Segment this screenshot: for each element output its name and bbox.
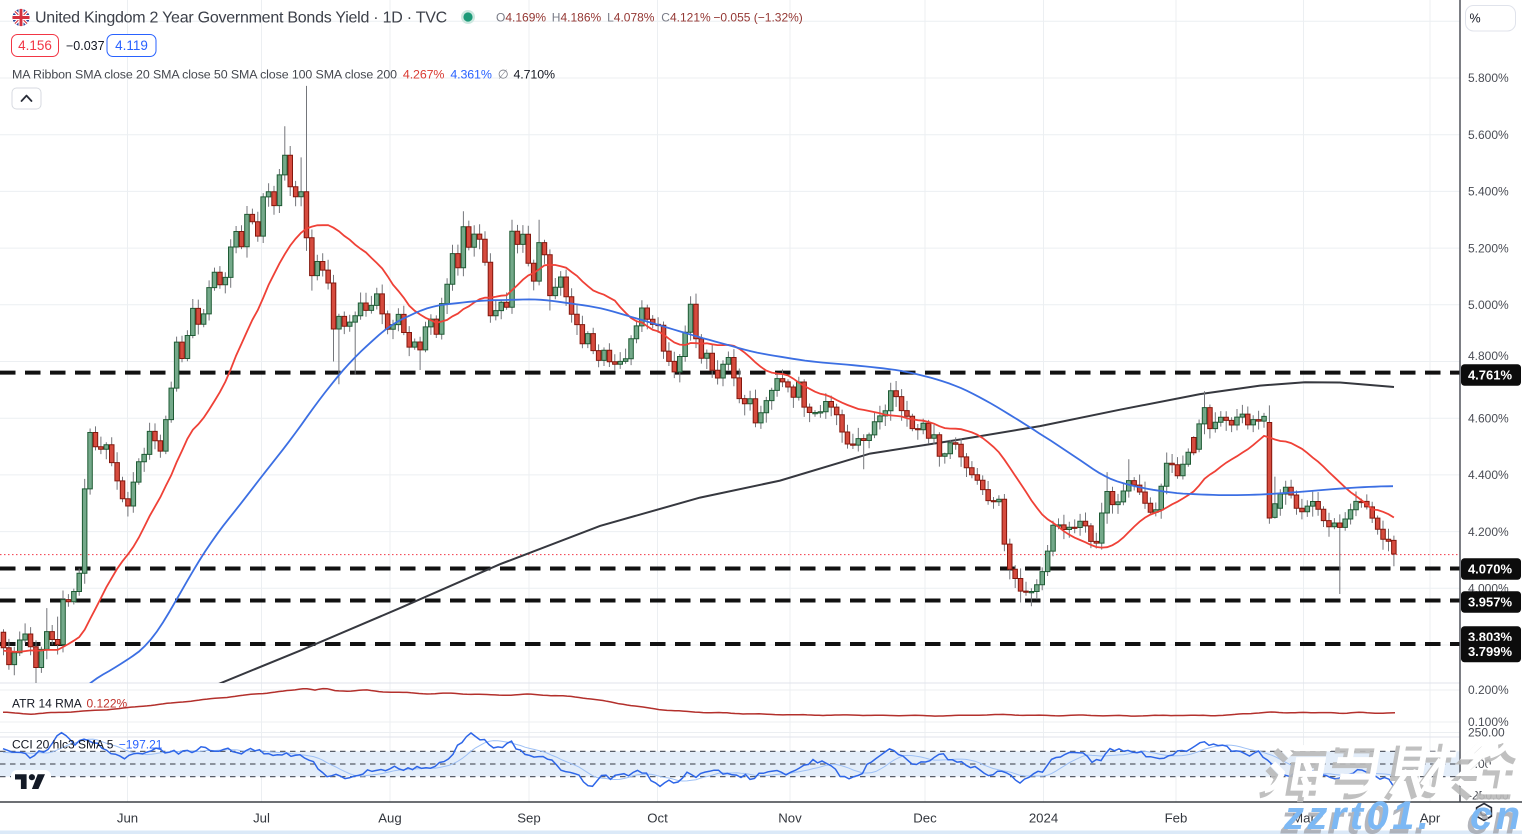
- svg-text:4.400%: 4.400%: [1468, 468, 1509, 482]
- svg-text:Jun: Jun: [117, 811, 138, 826]
- svg-text:4.070%: 4.070%: [1468, 562, 1513, 577]
- svg-text:4.200%: 4.200%: [1468, 525, 1509, 539]
- svg-text:250.00: 250.00: [1468, 726, 1505, 740]
- svg-text:0.200%: 0.200%: [1468, 683, 1509, 697]
- svg-text:4.800%: 4.800%: [1468, 349, 1509, 363]
- svg-text:O4.169%: O4.169%: [496, 11, 546, 25]
- svg-text:Dec: Dec: [913, 811, 937, 826]
- svg-text:5.600%: 5.600%: [1468, 128, 1509, 142]
- svg-text:3.957%: 3.957%: [1468, 595, 1513, 610]
- svg-text:4.761%: 4.761%: [1468, 368, 1513, 383]
- svg-text:5.400%: 5.400%: [1468, 185, 1509, 199]
- svg-text:4.156: 4.156: [18, 38, 52, 53]
- svg-text:Sep: Sep: [517, 811, 540, 826]
- svg-text:Nov: Nov: [778, 811, 802, 826]
- svg-text:Apr: Apr: [1420, 811, 1441, 826]
- svg-text:%: %: [1470, 12, 1481, 26]
- svg-text:0.100%: 0.100%: [1468, 715, 1509, 729]
- svg-text:zzrt01.: zzrt01.: [1283, 794, 1432, 834]
- svg-text:−0.037: −0.037: [66, 39, 105, 53]
- svg-text:Aug: Aug: [378, 811, 401, 826]
- svg-text:Oct: Oct: [647, 811, 668, 826]
- svg-text:cn: cn: [1467, 799, 1520, 834]
- svg-text:zzrt01.: zzrt01.: [1280, 799, 1429, 834]
- svg-text:L4.078%: L4.078%: [607, 11, 655, 25]
- svg-text:ATR 14 RMA 0.122%: ATR 14 RMA 0.122%: [12, 697, 127, 711]
- svg-text:−0.055 (−1.32%): −0.055 (−1.32%): [713, 11, 802, 25]
- svg-text:5.200%: 5.200%: [1468, 241, 1509, 255]
- svg-text:H4.186%: H4.186%: [552, 11, 602, 25]
- svg-text:3.799%: 3.799%: [1468, 644, 1513, 659]
- svg-text:4.119: 4.119: [115, 38, 148, 53]
- svg-text:C4.121%: C4.121%: [661, 11, 711, 25]
- svg-text:CCI 20 hlc3 SMA 5 −197.21: CCI 20 hlc3 SMA 5 −197.21: [12, 738, 163, 752]
- svg-text:5.800%: 5.800%: [1468, 71, 1509, 85]
- svg-text:5.000%: 5.000%: [1468, 298, 1509, 312]
- svg-text:United Kingdom 2 Year Governme: United Kingdom 2 Year Government Bonds Y…: [35, 10, 447, 27]
- svg-text:Mar: Mar: [1292, 811, 1315, 826]
- svg-text:2024: 2024: [1029, 811, 1058, 826]
- svg-text:4.600%: 4.600%: [1468, 411, 1509, 425]
- svg-text:cn: cn: [1470, 794, 1522, 834]
- svg-text:Feb: Feb: [1165, 811, 1188, 826]
- svg-text:Jul: Jul: [253, 811, 270, 826]
- svg-text:MA Ribbon SMA close 20 SMA clo: MA Ribbon SMA close 20 SMA close 50 SMA …: [12, 68, 555, 82]
